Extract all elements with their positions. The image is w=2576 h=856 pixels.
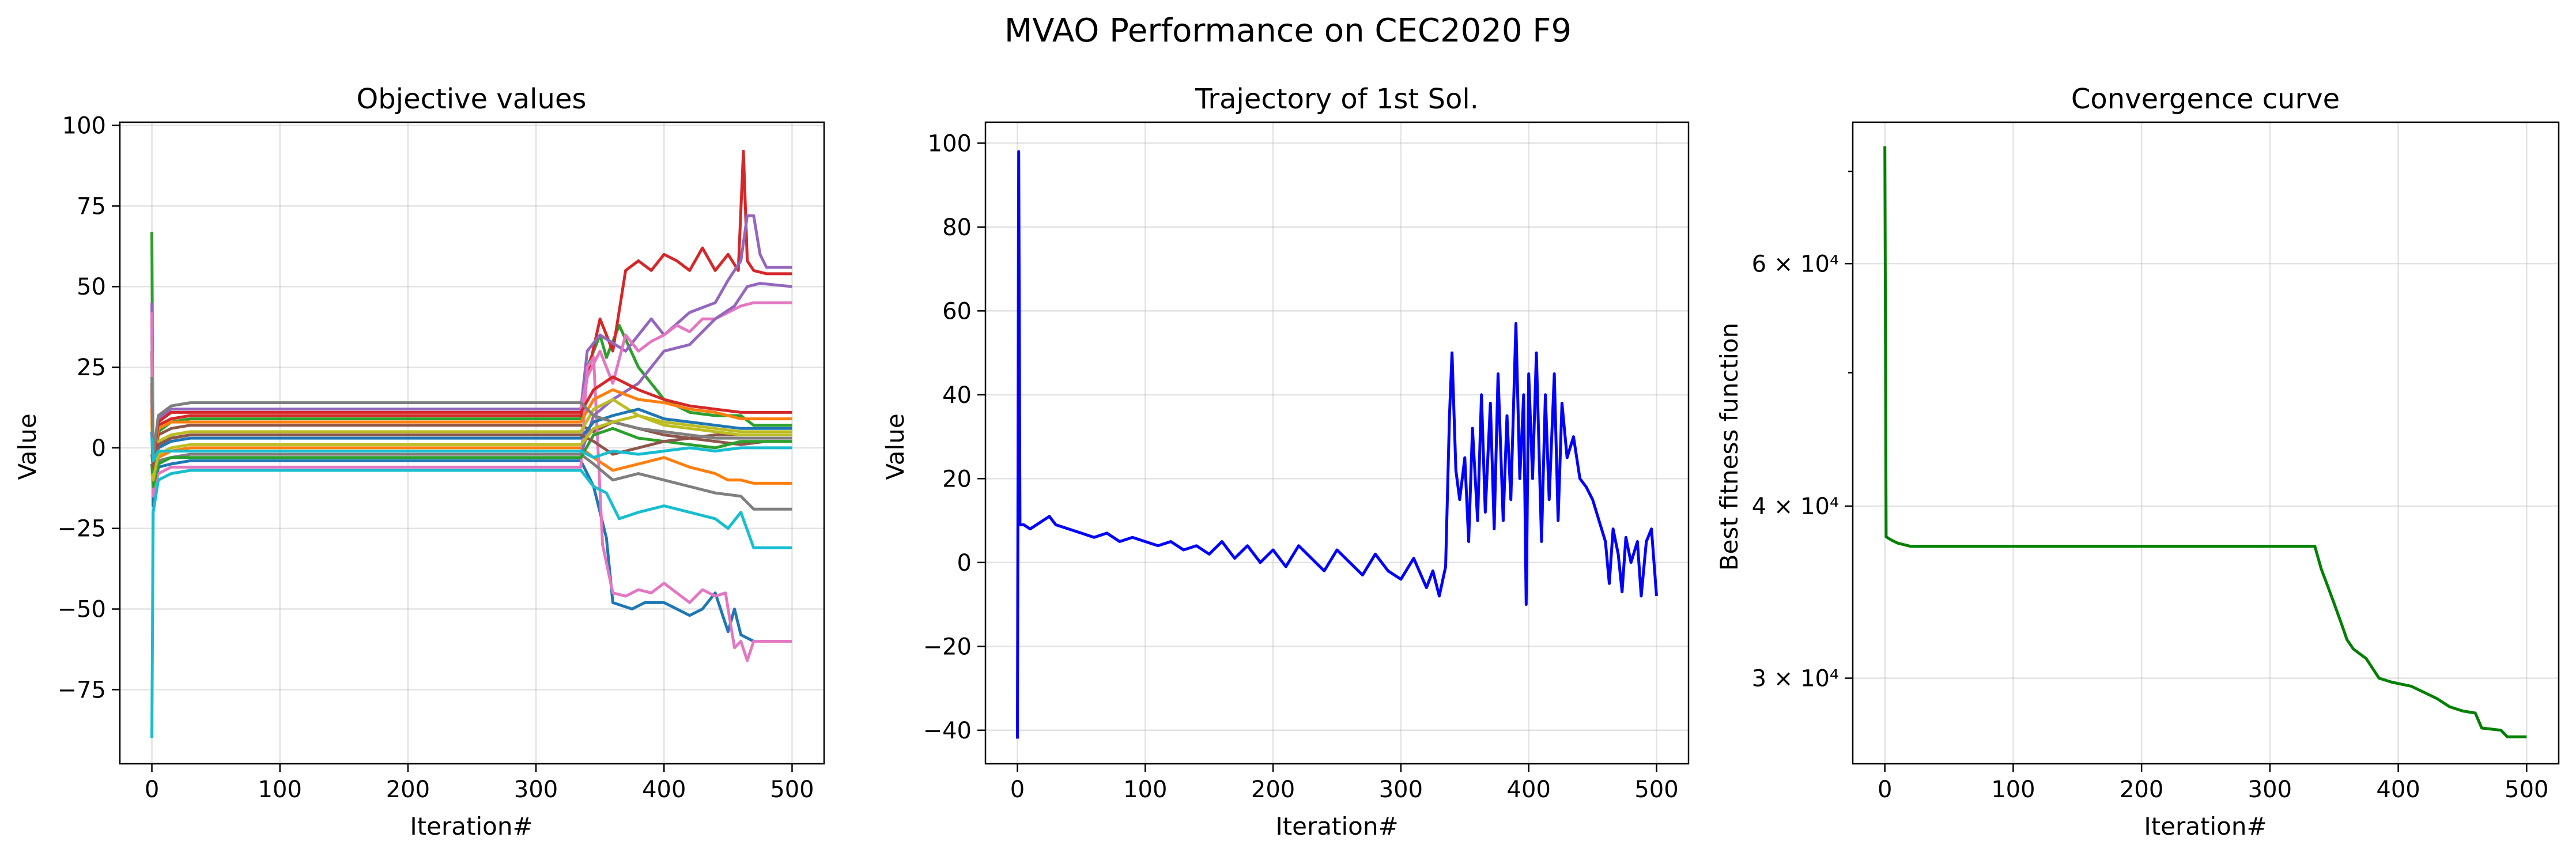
- objective-values-series-line-20: [150, 438, 792, 462]
- trajectory-series-line-1: [1016, 150, 1658, 739]
- objective-values-series-line-5: [150, 214, 792, 495]
- trajectory-y-tick-label: 100: [928, 130, 972, 157]
- objective-values-axes-frame: [119, 121, 825, 765]
- trajectory-x-tick-label: 300: [1379, 776, 1423, 803]
- convergence-plot-area: [1853, 122, 2559, 764]
- trajectory-chart: Trajectory of 1st Sol. Iteration# Value …: [881, 83, 1690, 840]
- trajectory-y-tick-label: −20: [923, 633, 972, 660]
- trajectory-x-tick-label: 0: [1010, 776, 1025, 803]
- objective-values-chart: Objective values Iteration# Value 0 100 20…: [13, 83, 825, 840]
- convergence-series-group: [1883, 146, 2527, 738]
- objective-values-chart-title: Objective values: [357, 83, 587, 115]
- convergence-x-tick-label: 200: [2120, 776, 2163, 803]
- trajectory-x-tick-label: 100: [1123, 776, 1167, 803]
- objective-values-x-tick-label: 500: [770, 776, 814, 803]
- trajectory-y-tick-label: 0: [957, 550, 972, 576]
- trajectory-x-tick-label: 400: [1507, 776, 1551, 803]
- convergence-y-tick-label: 6 × 10⁴: [1752, 251, 1839, 277]
- trajectory-y-tick-label: 80: [942, 214, 972, 241]
- convergence-x-tick-label: 500: [2505, 776, 2548, 803]
- trajectory-plot-area: [985, 122, 1689, 764]
- convergence-y-axis-label: Best fitness function: [1715, 323, 1743, 571]
- objective-values-x-tick-label: 0: [145, 776, 159, 803]
- objective-values-y-axis-label: Value: [13, 413, 41, 480]
- objective-values-x-tick-label: 100: [258, 776, 302, 803]
- objective-values-series-line-16: [150, 375, 792, 462]
- objective-values-series-line-8: [579, 301, 792, 410]
- convergence-x-axis-label: Iteration#: [2144, 812, 2267, 840]
- trajectory-x-tick-label: 500: [1634, 776, 1678, 803]
- objective-values-series-line-11: [150, 398, 792, 472]
- convergence-x-tick-label: 300: [2248, 776, 2292, 803]
- trajectory-y-tick-label: 40: [942, 382, 972, 409]
- objective-values-y-tick-label: −25: [58, 516, 106, 542]
- convergence-y-tick-label: 4 × 10⁴: [1752, 493, 1839, 520]
- objective-values-series-line-14: [150, 388, 792, 466]
- objective-values-y-tick-label: 50: [77, 274, 106, 300]
- trajectory-y-tick-label: −40: [923, 718, 972, 744]
- objective-values-y-tick-label: −75: [58, 677, 106, 703]
- convergence-series-line-1: [1883, 146, 2527, 738]
- convergence-curve-chart-title: Convergence curve: [2071, 83, 2340, 115]
- objective-values-series-line-18: [150, 376, 792, 459]
- convergence-axes-frame: [1852, 121, 2560, 765]
- trajectory-y-tick-label: 20: [942, 466, 972, 492]
- objective-values-y-tick-label: 100: [62, 113, 106, 139]
- trajectory-chart-title: Trajectory of 1st Sol.: [1195, 83, 1479, 115]
- objective-values-x-tick-label: 200: [386, 776, 430, 803]
- objective-values-y-tick-label: −50: [58, 597, 106, 623]
- objective-values-series-line-15: [150, 427, 792, 488]
- objective-values-x-axis-label: Iteration#: [410, 812, 532, 840]
- trajectory-series-group: [1016, 150, 1658, 739]
- trajectory-y-axis-label: Value: [881, 413, 909, 480]
- objective-values-series-line-12: [150, 469, 792, 738]
- figure-title: MVAO Performance on CEC2020 F9: [1004, 12, 1572, 50]
- objective-values-y-tick-label: 0: [92, 435, 106, 462]
- objective-values-x-tick-label: 300: [514, 776, 558, 803]
- convergence-y-tick-label: 3 × 10⁴: [1752, 666, 1839, 692]
- objective-values-y-tick-label: 75: [77, 193, 106, 220]
- trajectory-x-axis-label: Iteration#: [1275, 812, 1398, 840]
- convergence-x-tick-label: 400: [2376, 776, 2420, 803]
- convergence-curve-chart: Convergence curve Iteration# Best fitnes…: [1715, 83, 2560, 840]
- objective-values-series-line-10: [150, 399, 792, 511]
- objective-values-series-line-19: [150, 414, 792, 482]
- objective-values-series-line-7: [150, 312, 792, 662]
- objective-values-x-tick-label: 400: [642, 776, 686, 803]
- objective-values-series-line-2: [150, 422, 792, 485]
- objective-values-series-line-4: [150, 149, 792, 476]
- trajectory-axes-frame: [984, 121, 1690, 765]
- objective-values-series-line-9: [579, 282, 792, 455]
- objective-values-series-line-17: [150, 433, 792, 469]
- trajectory-y-tick-label: 60: [942, 298, 972, 325]
- convergence-x-tick-label: 100: [1991, 776, 2035, 803]
- objective-values-plot-area: [120, 122, 824, 764]
- trajectory-x-tick-label: 200: [1251, 776, 1295, 803]
- objective-values-y-tick-label: 25: [77, 355, 106, 381]
- objective-values-series-group: [150, 149, 792, 738]
- convergence-x-tick-label: 0: [1878, 776, 1892, 803]
- objective-values-series-line-1: [150, 319, 792, 643]
